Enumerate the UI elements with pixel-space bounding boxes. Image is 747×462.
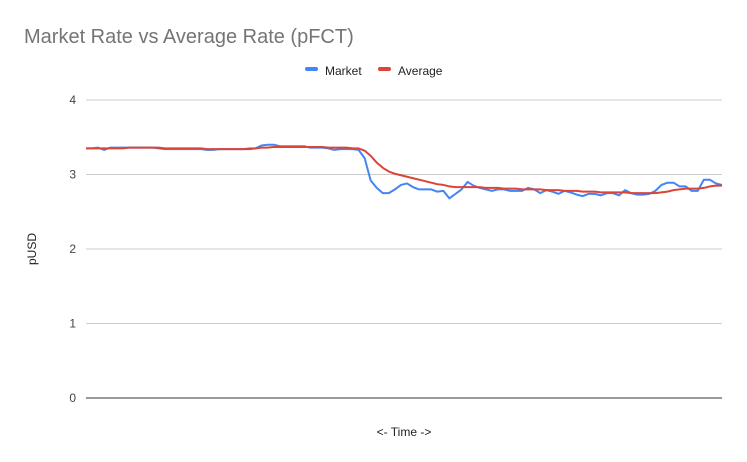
legend-label-average: Average <box>398 64 443 78</box>
series-line-average[interactable] <box>86 145 722 195</box>
chart-title: Market Rate vs Average Rate (pFCT) <box>24 26 354 48</box>
legend-label-market: Market <box>325 64 362 78</box>
y-axis-label: pUSD <box>25 233 39 265</box>
legend-item-average[interactable]: Average <box>378 64 443 78</box>
series-line-market[interactable] <box>86 143 723 200</box>
legend-swatch-market <box>305 67 318 71</box>
legend-item-market[interactable]: Market <box>305 64 362 78</box>
legend: Market Average <box>305 64 443 78</box>
y-axis-ticks: 0 1 2 3 4 <box>69 93 76 405</box>
legend-swatch-average <box>378 67 391 71</box>
y-tick-label: 3 <box>69 168 76 182</box>
y-tick-label: 0 <box>69 391 76 405</box>
y-tick-label: 1 <box>69 317 76 331</box>
series-lines <box>86 143 723 200</box>
y-tick-label: 4 <box>69 93 76 107</box>
x-axis-label: <- Time -> <box>377 425 432 439</box>
y-tick-label: 2 <box>69 242 76 256</box>
gridlines <box>86 99 722 399</box>
